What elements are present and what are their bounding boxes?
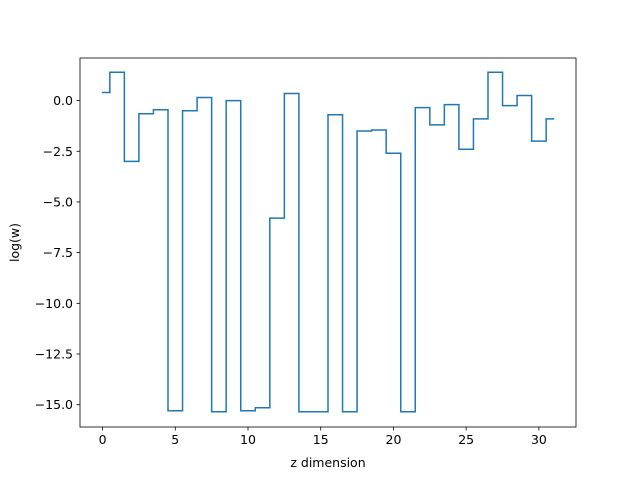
x-tick-label: 15 xyxy=(313,432,329,447)
y-axis-ticks: 0.0 −2.5 −5.0 −7.5 −10.0 −12.5 −15.0 xyxy=(35,93,80,412)
y-tick-label: −15.0 xyxy=(35,397,73,412)
y-tick-label: −12.5 xyxy=(35,347,73,362)
x-tick-label: 20 xyxy=(386,432,402,447)
y-tick-label: 0.0 xyxy=(53,93,73,108)
axes-frame xyxy=(79,57,577,428)
series-line-0 xyxy=(101,71,555,413)
y-tick-label: −7.5 xyxy=(43,245,73,260)
x-tick-label: 0 xyxy=(99,432,107,447)
y-tick-label: −5.0 xyxy=(43,194,73,209)
x-tick-label: 5 xyxy=(171,432,179,447)
x-axis-ticks: 0 5 10 15 20 25 30 xyxy=(99,427,547,447)
x-tick-label: 10 xyxy=(240,432,256,447)
series-layer xyxy=(101,71,555,413)
y-axis-label: log(w) xyxy=(7,223,22,262)
axes-layer xyxy=(79,57,577,428)
x-axis-label: z dimension xyxy=(290,455,365,470)
x-tick-label: 25 xyxy=(458,432,474,447)
y-tick-label: −10.0 xyxy=(35,296,73,311)
x-tick-label: 30 xyxy=(531,432,547,447)
y-tick-label: −2.5 xyxy=(43,144,73,159)
